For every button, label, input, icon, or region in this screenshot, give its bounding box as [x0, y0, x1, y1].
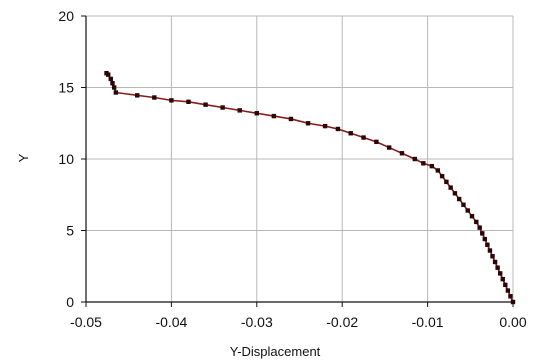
data-point — [495, 265, 500, 270]
y-tick-label: 10 — [58, 151, 74, 167]
data-point — [508, 294, 513, 299]
x-tick-label: -0.04 — [155, 314, 187, 330]
series-layer — [104, 71, 516, 305]
data-point — [374, 139, 379, 145]
data-point — [444, 179, 449, 185]
data-point — [452, 191, 458, 196]
data-point — [110, 81, 115, 86]
y-tick-label: 0 — [66, 294, 74, 310]
data-point — [135, 93, 140, 98]
x-tick-label: -0.01 — [412, 314, 444, 330]
data-point — [482, 236, 488, 242]
x-tick-label: -0.05 — [70, 314, 102, 330]
data-point — [220, 105, 225, 110]
data-point — [108, 76, 113, 82]
data-point — [104, 71, 109, 76]
data-point — [510, 299, 516, 305]
data-point — [348, 131, 353, 136]
data-point — [421, 161, 426, 166]
y-tick-label: 5 — [66, 223, 74, 239]
data-point — [435, 168, 441, 173]
x-axis-title: Y-Displacement — [230, 344, 321, 359]
data-point — [497, 271, 503, 276]
data-point — [505, 288, 511, 293]
data-point — [500, 276, 505, 282]
data-point — [399, 151, 405, 156]
data-point — [474, 219, 479, 225]
data-point — [288, 116, 294, 122]
data-point — [480, 231, 485, 236]
x-tick-label: -0.02 — [326, 314, 358, 330]
data-point — [465, 208, 470, 213]
data-point — [203, 102, 208, 107]
data-point — [361, 135, 366, 140]
data-point — [429, 163, 435, 169]
data-point — [152, 95, 157, 100]
data-point — [456, 196, 462, 202]
data-point — [487, 248, 493, 253]
data-point — [439, 173, 445, 179]
data-point — [485, 242, 490, 247]
data-point — [271, 113, 277, 119]
data-point — [477, 225, 482, 230]
data-point — [113, 90, 119, 95]
data-point — [503, 282, 508, 288]
y-axis-title: Y — [16, 153, 31, 162]
data-point — [448, 185, 453, 190]
data-point — [335, 126, 341, 132]
data-point — [492, 259, 498, 265]
data-point — [186, 99, 191, 104]
y-tick-label: 20 — [58, 8, 74, 24]
data-point — [412, 156, 417, 162]
data-point — [237, 108, 242, 113]
data-point — [469, 214, 475, 219]
data-point — [322, 123, 328, 129]
axes-layer — [81, 15, 514, 307]
y-tick-label: 15 — [58, 80, 74, 96]
data-point — [169, 98, 174, 103]
data-point — [305, 121, 311, 126]
data-point — [254, 111, 259, 116]
tick-labels-layer: -0.05 -0.04 -0.03 -0.02 -0.01 0.00 0 5 10 15 20 — [58, 8, 526, 330]
data-point — [490, 254, 495, 259]
data-point — [461, 202, 466, 207]
data-point — [386, 145, 392, 150]
grid-layer — [85, 15, 514, 303]
data-point — [111, 85, 117, 90]
x-tick-label: 0.00 — [499, 314, 526, 330]
x-tick-label: -0.03 — [241, 314, 273, 330]
